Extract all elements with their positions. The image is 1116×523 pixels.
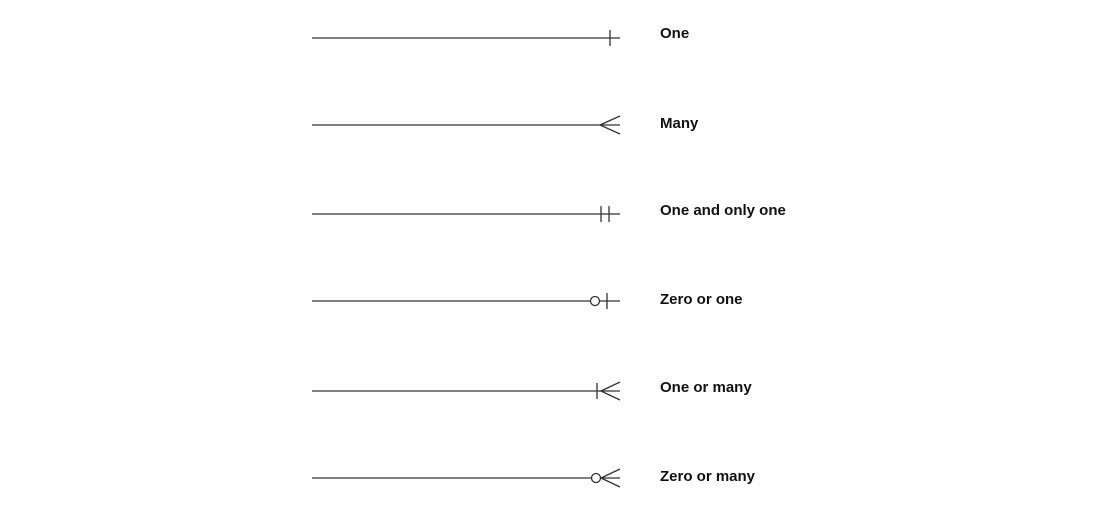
connector-many bbox=[312, 115, 621, 135]
connector-zero-or-one bbox=[312, 293, 620, 309]
label-one: One bbox=[660, 25, 690, 42]
crow-foot-upper bbox=[599, 115, 621, 126]
connector-one-or-many bbox=[312, 381, 621, 401]
connector-one-and-only-one bbox=[312, 206, 620, 222]
label-one-and-only-one: One and only one bbox=[660, 202, 786, 219]
crow-foot-lower bbox=[600, 477, 621, 488]
label-zero-or-many: Zero or many bbox=[660, 468, 756, 485]
crow-foot-upper bbox=[600, 468, 621, 479]
zero-circle bbox=[589, 295, 601, 307]
crow-foot-upper bbox=[600, 381, 621, 392]
connector-zero-or-many bbox=[312, 468, 621, 488]
crow-foot-lower bbox=[599, 124, 621, 135]
label-one-or-many: One or many bbox=[660, 379, 752, 396]
zero-circle bbox=[590, 472, 602, 484]
label-zero-or-one: Zero or one bbox=[660, 291, 743, 308]
connector-one bbox=[312, 30, 620, 46]
crow-foot-lower bbox=[600, 390, 621, 401]
label-many: Many bbox=[660, 115, 699, 132]
